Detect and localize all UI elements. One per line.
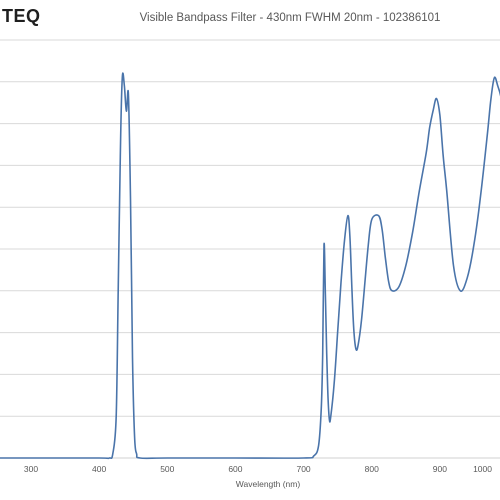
brand-logo-text: TEQ — [2, 6, 41, 26]
x-axis-label: Wavelength (nm) — [236, 479, 301, 489]
gridlines — [0, 39, 500, 417]
x-tick-label: 800 — [365, 464, 379, 474]
chart-title: Visible Bandpass Filter - 430nm FWHM 20n… — [139, 12, 441, 24]
x-tick-label: 700 — [296, 464, 310, 474]
x-tick-labels: 300 400 500 600 700 800 900 1000 — [24, 464, 492, 474]
x-tick-label: 600 — [228, 464, 242, 474]
x-tick-label: 300 — [24, 464, 38, 474]
x-tick-label: 400 — [92, 464, 106, 474]
x-tick-label: 500 — [160, 464, 174, 474]
transmission-series-line — [0, 72, 500, 460]
x-tick-label: 1000 — [473, 464, 492, 474]
x-tick-label: 900 — [433, 464, 447, 474]
